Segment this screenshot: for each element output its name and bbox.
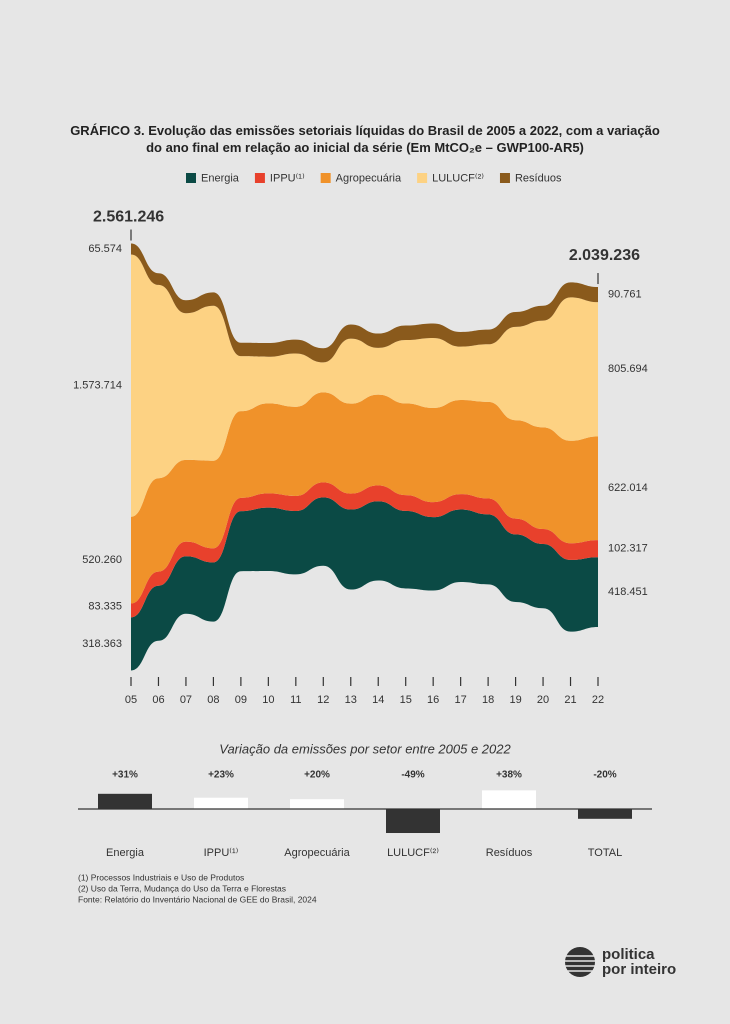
x-tick-label: 19 — [509, 694, 521, 706]
value-label: -49% — [401, 770, 424, 781]
legend-swatch — [320, 173, 331, 183]
x-tick-label: 18 — [482, 694, 494, 706]
x-tick-label: 17 — [455, 694, 467, 706]
x-tick-label: 16 — [427, 694, 439, 706]
area — [131, 254, 598, 517]
x-tick-label: 05 — [125, 694, 137, 706]
area — [131, 243, 598, 363]
x-tick-label: 22 — [592, 694, 604, 706]
footnote: (1) Processos Industriais e Uso de Produ… — [78, 872, 244, 882]
x-tick-label: 12 — [317, 694, 329, 706]
x-tick-label: 09 — [235, 694, 247, 706]
value-label: 805.694 — [608, 363, 648, 375]
area — [131, 497, 598, 671]
value-label: -20% — [593, 770, 616, 781]
value-label: 318.363 — [82, 638, 122, 650]
value-label: 622.014 — [608, 482, 648, 494]
footnote: Fonte: Relatório do Inventário Nacional … — [78, 894, 317, 904]
x-tick-label: 08 — [207, 694, 219, 706]
bar — [482, 790, 536, 809]
x-tick-label: 15 — [400, 694, 412, 706]
bar — [98, 793, 152, 809]
legend-label: Resíduos — [515, 172, 562, 184]
legend-swatch — [499, 173, 510, 183]
bar — [386, 809, 440, 834]
x-tick-label: 11 — [290, 694, 301, 706]
annotation: 2.561.246 — [93, 209, 164, 226]
x-tick-label: 13 — [345, 694, 357, 706]
value-label: +23% — [208, 770, 234, 781]
footnote: (2) Uso da Terra, Mudança do Uso da Terr… — [78, 883, 286, 893]
value-label: 65.574 — [88, 243, 122, 255]
bar — [578, 809, 632, 819]
logo-mark — [565, 947, 595, 977]
legend-label: IPPU⁽¹⁾ — [270, 172, 305, 184]
logo-text: por inteiro — [602, 961, 676, 978]
value-label: 83.335 — [88, 600, 122, 612]
category-label: Resíduos — [486, 847, 533, 859]
value-label: +38% — [496, 770, 522, 781]
value-label: 520.260 — [82, 554, 122, 566]
value-label: +31% — [112, 770, 138, 781]
category-label: TOTAL — [588, 847, 622, 859]
value-label: 1.573.714 — [73, 380, 122, 392]
x-tick-label: 06 — [152, 694, 164, 706]
legend-swatch — [186, 173, 196, 183]
legend-label: LULUCF⁽²⁾ — [432, 172, 484, 184]
category-label: Agropecuária — [284, 847, 350, 859]
legend-label: Agropecuária — [336, 172, 402, 184]
chart-subtitle: Variação da emissões por setor entre 200… — [219, 741, 511, 756]
annotation: 2.039.236 — [569, 247, 640, 264]
value-label: 90.761 — [608, 289, 642, 301]
chart-title: GRÁFICO 3. Evolução das emissões setoria… — [70, 123, 660, 155]
x-tick-label: 20 — [537, 694, 549, 706]
category-label: LULUCF⁽²⁾ — [387, 847, 439, 859]
legend-swatch — [254, 173, 265, 183]
logo-text: politica — [602, 946, 655, 963]
legend-label: Energia — [201, 172, 240, 184]
x-tick-label: 21 — [564, 694, 576, 706]
value-label: 102.317 — [608, 543, 648, 555]
x-tick-label: 14 — [372, 694, 384, 706]
area — [131, 392, 598, 604]
category-label: IPPU⁽¹⁾ — [204, 847, 239, 859]
bar — [194, 797, 248, 809]
x-tick-label: 07 — [180, 694, 192, 706]
value-label: 418.451 — [608, 586, 648, 598]
category-label: Energia — [106, 847, 145, 859]
x-tick-label: 10 — [262, 694, 274, 706]
bar — [290, 799, 344, 809]
legend-swatch — [417, 173, 428, 183]
value-label: +20% — [304, 770, 330, 781]
